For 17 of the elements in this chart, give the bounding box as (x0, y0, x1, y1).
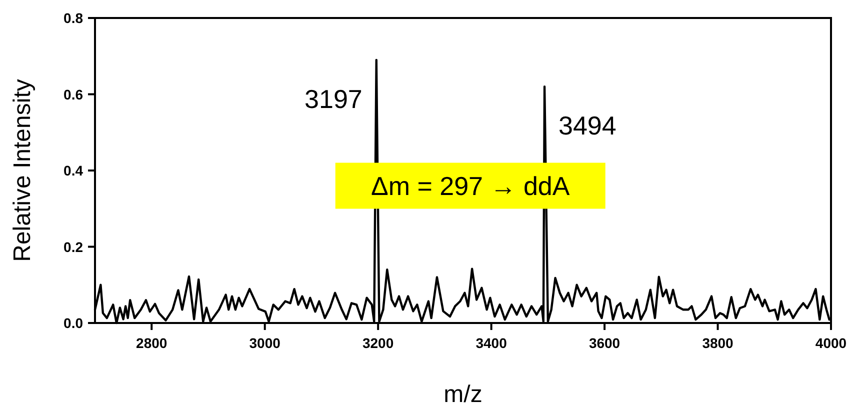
x-tick-label: 3400 (476, 335, 508, 351)
y-tick-label: 0.2 (64, 238, 84, 255)
y-tick-label: 0.6 (64, 86, 84, 102)
x-tick-label: 3600 (588, 335, 620, 351)
annotation: 3494 (558, 110, 616, 141)
x-tick-label: 3200 (362, 335, 394, 351)
y-tick-label: 0.8 (64, 10, 84, 26)
x-tick-label: 4000 (815, 335, 847, 351)
x-tick-label: 2800 (136, 335, 168, 351)
y-tick-label: 0.0 (64, 315, 84, 331)
x-axis-title: m/z (444, 381, 482, 408)
x-tick-label: 3800 (702, 335, 734, 351)
annotation: 3197 (304, 84, 362, 114)
y-axis-title: Relative Intensity (9, 79, 36, 262)
y-tick-label: 0.4 (64, 162, 84, 178)
x-tick-label: 3000 (249, 335, 281, 351)
annotation: Δm = 297 → ddA (370, 170, 570, 201)
